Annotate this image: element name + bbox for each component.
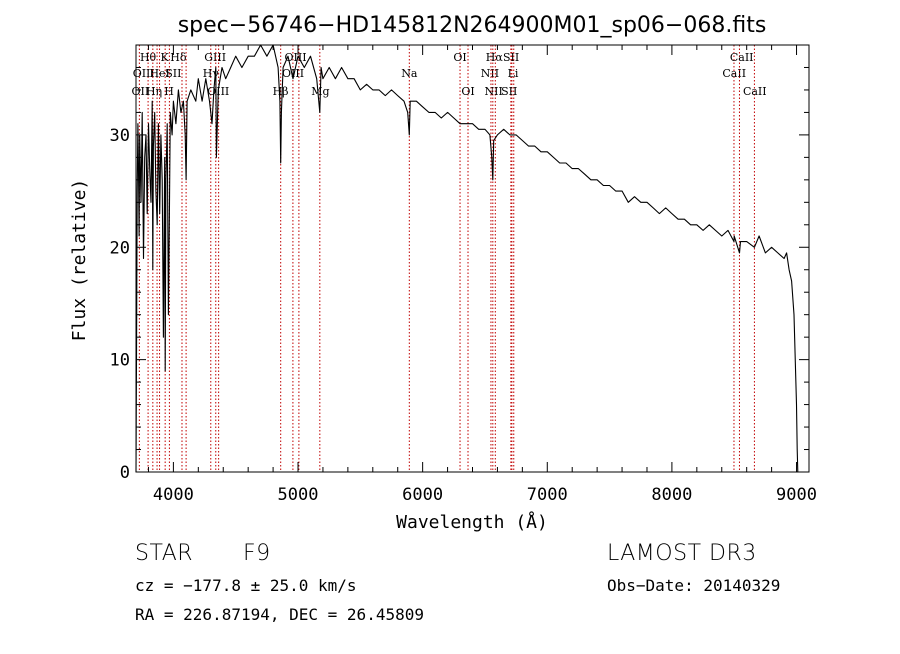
y-tick-label-3: 30 [110, 126, 130, 146]
y-tick-label-2: 20 [110, 238, 130, 258]
x-axis: 4000 5000 6000 7000 8000 9000 [147, 45, 817, 505]
x-tick-label-2: 6000 [402, 485, 443, 505]
line-marker-label-23: Li [508, 67, 519, 80]
series-layer [135, 44, 799, 473]
line-marker-label-6: SII [165, 67, 181, 80]
line-marker-label-12: Hβ [273, 85, 289, 98]
chart-title: spec−56746−HD145812N264900M01_sp06−068.f… [178, 13, 767, 38]
observation-date: Obs−Date: 20140329 [607, 576, 781, 595]
survey-name: LAMOST DR3 [607, 541, 757, 566]
object-class: STAR [135, 541, 194, 566]
line-marker-label-8: Hδ [170, 51, 187, 64]
y-axis: 0 10 20 30 [110, 66, 809, 483]
spectral-subclass: F9 [243, 541, 271, 566]
line-marker-label-27: CaII [743, 85, 767, 98]
line-marker-label-7: H [164, 85, 174, 98]
x-tick-label-1: 5000 [278, 485, 319, 505]
x-tick-label-4: 8000 [651, 485, 692, 505]
line-marker-label-26: CaII [730, 51, 754, 64]
y-tick-label-0: 0 [120, 463, 130, 483]
line-marker-label-16: Na [401, 67, 418, 80]
line-marker-label-20: Hα [486, 51, 504, 64]
x-tick-label-0: 4000 [153, 485, 194, 505]
x-tick-label-3: 7000 [527, 485, 568, 505]
line-marker-label-2: OIII [133, 67, 155, 80]
series-line-0 [135, 44, 799, 473]
line-marker-label-14: OIII [282, 67, 304, 80]
line-marker-label-17: OI [453, 51, 466, 64]
line-marker-label-19: NII [481, 67, 499, 80]
line-marker-label-4: Hη [146, 85, 162, 98]
x-axis-label: Wavelength (Å) [396, 511, 548, 533]
coordinates-readout: RA = 226.87194, DEC = 26.45809 [135, 605, 424, 624]
line-marker-label-10: Hγ [203, 67, 220, 80]
plot-frame [135, 44, 810, 473]
velocity-readout: cz = −177.8 ± 25.0 km/s [135, 576, 357, 595]
line-marker-label-18: OI [461, 85, 474, 98]
line-marker-label-24: SII [501, 85, 517, 98]
line-marker-label-5: K [161, 51, 170, 64]
line-marker-label-25: CaII [722, 67, 746, 80]
x-tick-label-5: 9000 [776, 485, 817, 505]
y-tick-label-1: 10 [110, 351, 130, 371]
line-marker-label-22: SII [503, 51, 519, 64]
line-marker-label-1: Hθ [140, 51, 157, 64]
line-marker-label-9: GIII [204, 51, 226, 64]
line-marker-label-21: NII [485, 85, 503, 98]
y-axis-label: Flux (relative) [69, 179, 90, 342]
